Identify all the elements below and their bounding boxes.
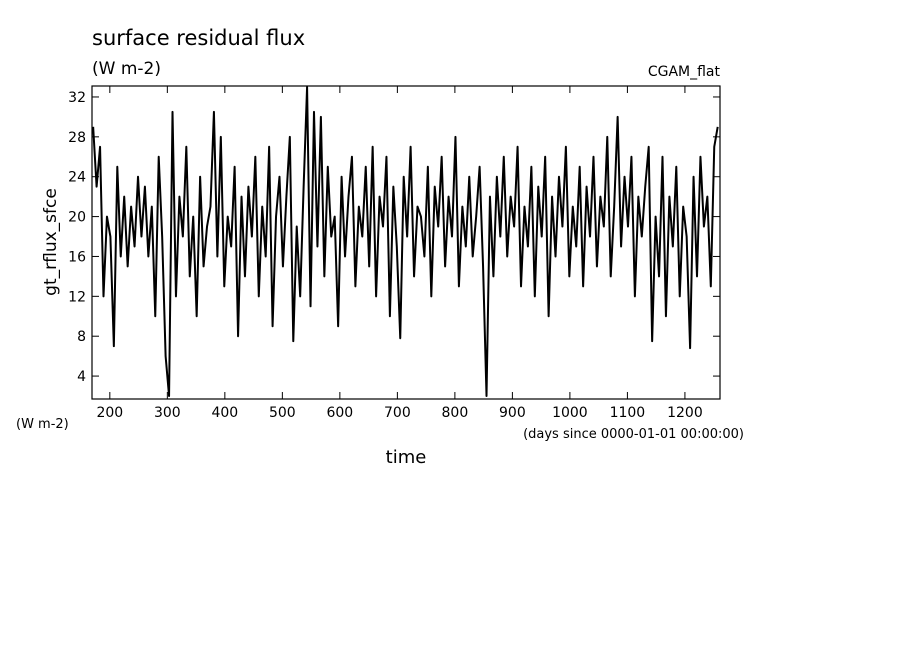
y-tick-label: 12 xyxy=(68,289,86,305)
chart-title: surface residual flux xyxy=(92,26,305,50)
x-tick-label: 1200 xyxy=(667,405,703,421)
y-tick-label: 4 xyxy=(77,369,86,385)
y-tick-label: 8 xyxy=(77,329,86,345)
y-tick-label: 20 xyxy=(68,210,86,226)
x-tick-label: 600 xyxy=(326,405,353,421)
y-axis-label: gt_rflux_sfce xyxy=(41,188,61,296)
x-tick-label: 200 xyxy=(96,405,123,421)
x-tick-label: 1000 xyxy=(552,405,588,421)
data-line xyxy=(92,86,719,398)
x-tick-label: 400 xyxy=(211,405,238,421)
y-tick-label: 28 xyxy=(68,130,86,146)
x-units: (days since 0000-01-01 00:00:00) xyxy=(523,427,744,442)
y-tick-label: 32 xyxy=(68,90,86,106)
x-tick-label: 900 xyxy=(499,405,526,421)
x-tick-label: 500 xyxy=(269,405,296,421)
x-axis-label: time xyxy=(386,447,427,468)
x-tick-label: 700 xyxy=(384,405,411,421)
y-units: (W m-2) xyxy=(16,417,69,432)
x-tick-label: 800 xyxy=(442,405,469,421)
plot-frame xyxy=(91,85,721,400)
y-tick-label: 16 xyxy=(68,249,86,265)
x-tick-label: 300 xyxy=(154,405,181,421)
y-tick-label: 24 xyxy=(68,170,86,186)
chart-subtitle: (W m-2) xyxy=(92,59,161,79)
x-tick-label: 1100 xyxy=(610,405,646,421)
annotation: CGAM_flat xyxy=(648,64,721,80)
